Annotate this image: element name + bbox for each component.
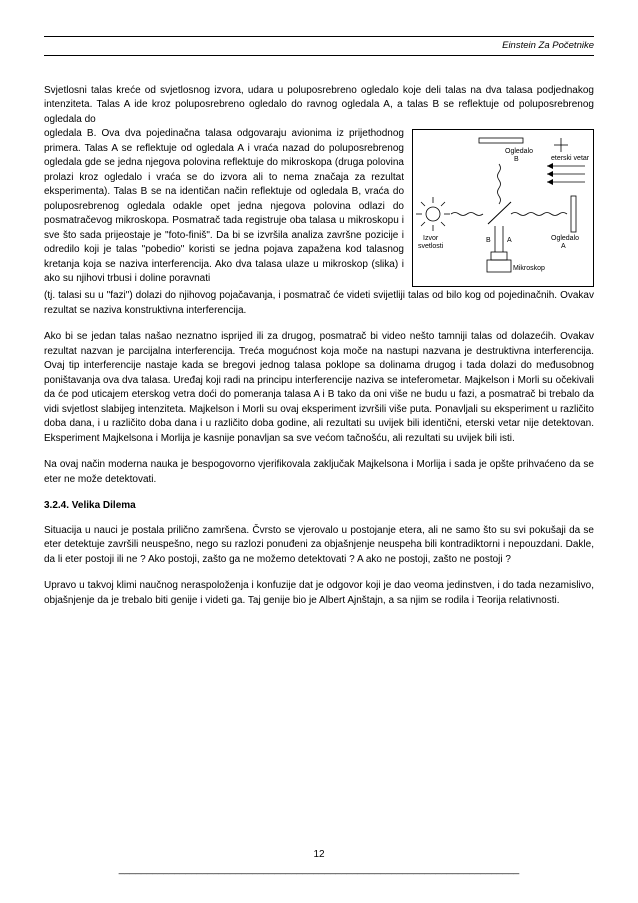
label-svetlosti: svetlosti	[418, 243, 444, 250]
label-ogledalo-a: Ogledalo	[551, 235, 579, 242]
paragraph-1-wrap: Ogledalo B eterski vetar Izvor	[44, 127, 594, 289]
label-ogledalo-b: Ogledalo	[505, 148, 533, 155]
paragraph-5: Upravo u takvoj klimi naučnog neraspolož…	[44, 579, 594, 608]
paragraph-4: Situacija u nauci je postala prilično za…	[44, 524, 594, 568]
header-rule-top	[44, 36, 594, 37]
footer: 12 _____________________________________…	[44, 848, 594, 877]
label-b: B	[514, 156, 519, 163]
paragraph-2: Ako bi se jedan talas našao neznatno isp…	[44, 330, 594, 446]
label-eterski: eterski vetar	[551, 155, 590, 162]
paragraph-1-lead: Svjetlosni talas kreće od svjetlosnog iz…	[44, 84, 594, 128]
footer-rule: ________________________________________…	[44, 863, 594, 878]
section-heading: 3.2.4. Velika Dilema	[44, 499, 594, 514]
label-mikroskop: Mikroskop	[513, 265, 545, 272]
header-title: Einstein Za Početnike	[44, 39, 594, 53]
header-rule-bottom	[44, 55, 594, 56]
paragraph-1-body: ogledala B. Ova dva pojedinačna talasa o…	[44, 128, 404, 284]
label-izvor: Izvor	[423, 235, 439, 242]
page-number: 12	[44, 848, 594, 863]
paragraph-3: Na ovaj način moderna nauka je bespogovo…	[44, 458, 594, 487]
experiment-diagram: Ogledalo B eterski vetar Izvor	[412, 129, 594, 287]
label-b-small: B	[486, 237, 491, 244]
label-a: A	[561, 243, 566, 250]
paragraph-1-tail: (tj. talasi su u "fazi") dolazi do njiho…	[44, 289, 594, 318]
label-a-small: A	[507, 237, 512, 244]
